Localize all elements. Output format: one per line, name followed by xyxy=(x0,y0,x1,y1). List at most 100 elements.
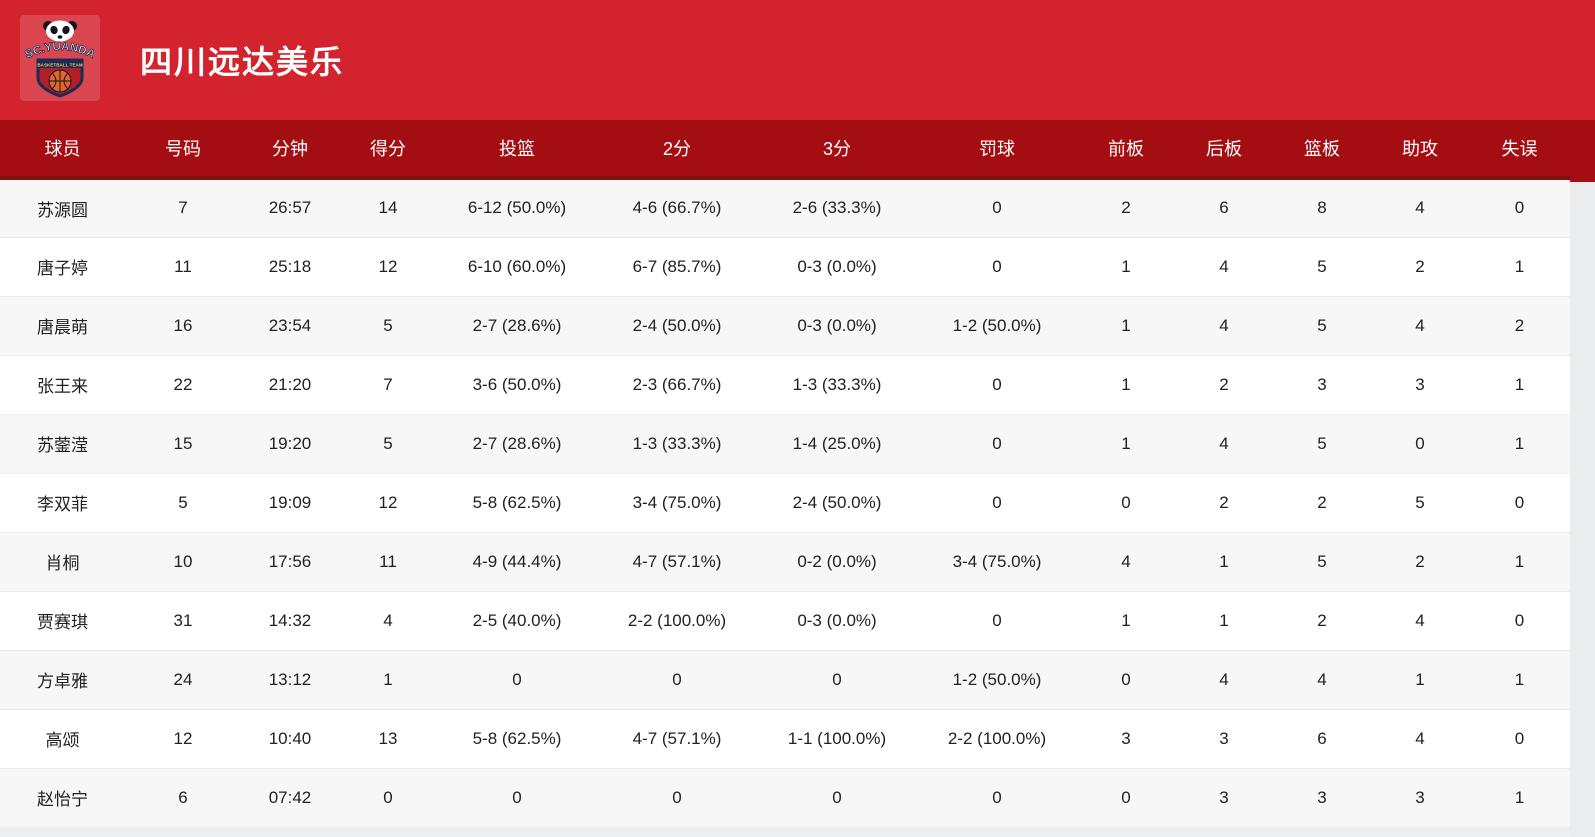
stat-cell: 12 xyxy=(125,709,241,769)
table-row: 李双菲 5 19:09 12 5-8 (62.5%) 3-4 (75.0%) 2-4 (50… xyxy=(0,473,1570,533)
stat-cell: 4 xyxy=(1175,650,1273,710)
stat-cell: 0-3 (0.0%) xyxy=(757,296,917,356)
stat-cell: 2 xyxy=(1175,355,1273,415)
table-row: 赵怡宁 6 07:42 0 0 0 0 0 0 3 3 3 1 xyxy=(0,768,1570,828)
stat-cell: 3 xyxy=(1273,768,1371,828)
stat-cell: 1 xyxy=(339,650,437,710)
stat-cell: 0 xyxy=(1077,768,1175,828)
scroll-gutter xyxy=(1570,182,1595,837)
stat-cell: 3 xyxy=(1175,709,1273,769)
stat-cell: 2 xyxy=(1175,473,1273,533)
stat-cell: 5 xyxy=(1273,237,1371,297)
team-logo-emblem: SC.YUANDA BASKETBALL TEAM xyxy=(24,20,96,98)
stat-cell: 14 xyxy=(339,178,437,238)
stat-cell: 2-7 (28.6%) xyxy=(437,414,597,474)
player-name-cell: 方卓雅 xyxy=(0,650,125,710)
stat-cell: 0 xyxy=(917,178,1077,238)
stat-cell: 0 xyxy=(597,768,757,828)
header-row: 球员 号码 分钟 得分 投篮 2分 3分 罚球 前板 后板 篮板 助攻 失误 xyxy=(0,120,1570,178)
column-header: 罚球 xyxy=(917,120,1077,178)
stat-cell: 2-4 (50.0%) xyxy=(597,296,757,356)
stat-cell: 31 xyxy=(125,591,241,651)
stat-cell: 4 xyxy=(1175,296,1273,356)
stat-cell: 0-3 (0.0%) xyxy=(757,237,917,297)
stat-cell: 2 xyxy=(1273,473,1371,533)
table-row: 苏源圆 7 26:57 14 6-12 (50.0%) 4-6 (66.7%) 2-6 (3… xyxy=(0,178,1570,238)
stat-cell: 4 xyxy=(1371,709,1469,769)
stat-cell: 07:42 xyxy=(241,768,339,828)
player-name-cell: 唐晨萌 xyxy=(0,296,125,356)
stat-cell: 5 xyxy=(1273,296,1371,356)
stat-cell: 24 xyxy=(125,650,241,710)
stat-cell: 6 xyxy=(1175,178,1273,238)
stat-cell: 0 xyxy=(1077,473,1175,533)
stat-cell: 1 xyxy=(1469,768,1570,828)
stat-cell: 0 xyxy=(1371,414,1469,474)
column-header: 球员 xyxy=(0,120,125,178)
stat-cell: 2-6 (33.3%) xyxy=(757,178,917,238)
stat-cell: 1 xyxy=(1371,650,1469,710)
stat-cell: 2 xyxy=(1273,591,1371,651)
stat-cell: 1-3 (33.3%) xyxy=(757,355,917,415)
column-header: 助攻 xyxy=(1371,120,1469,178)
stat-cell: 3 xyxy=(1175,768,1273,828)
team-name: 四川远达美乐 xyxy=(140,44,345,80)
stat-cell: 3-4 (75.0%) xyxy=(597,473,757,533)
stat-cell: 0 xyxy=(757,768,917,828)
stat-cell: 4-9 (44.4%) xyxy=(437,532,597,592)
stat-cell: 0 xyxy=(917,591,1077,651)
stat-cell: 6 xyxy=(125,768,241,828)
stat-cell: 0 xyxy=(1077,650,1175,710)
stat-cell: 5 xyxy=(1371,473,1469,533)
stat-cell: 1 xyxy=(1077,591,1175,651)
stat-cell: 10:40 xyxy=(241,709,339,769)
column-header: 投篮 xyxy=(437,120,597,178)
stat-cell: 2 xyxy=(1371,237,1469,297)
stat-cell: 1 xyxy=(1469,650,1570,710)
stat-cell: 4-6 (66.7%) xyxy=(597,178,757,238)
stat-cell: 4 xyxy=(1273,650,1371,710)
stat-cell: 0 xyxy=(1469,178,1570,238)
column-header: 2分 xyxy=(597,120,757,178)
stat-cell: 8 xyxy=(1273,178,1371,238)
stat-cell: 3-4 (75.0%) xyxy=(917,532,1077,592)
stat-cell: 12 xyxy=(339,237,437,297)
column-header: 后板 xyxy=(1175,120,1273,178)
stat-cell: 2 xyxy=(1077,178,1175,238)
stat-cell: 21:20 xyxy=(241,355,339,415)
stat-cell: 0 xyxy=(437,768,597,828)
stat-cell: 5-8 (62.5%) xyxy=(437,709,597,769)
stat-cell: 3 xyxy=(1077,709,1175,769)
stat-cell: 2-4 (50.0%) xyxy=(757,473,917,533)
stat-cell: 4 xyxy=(1371,178,1469,238)
stat-cell: 11 xyxy=(339,532,437,592)
table-row: 唐晨萌 16 23:54 5 2-7 (28.6%) 2-4 (50.0%) 0-3 (0.… xyxy=(0,296,1570,356)
stat-cell: 16 xyxy=(125,296,241,356)
table-row: 贾赛琪 31 14:32 4 2-5 (40.0%) 2-2 (100.0%) 0-3 (0… xyxy=(0,591,1570,651)
table-row: 苏蓥滢 15 19:20 5 2-7 (28.6%) 1-3 (33.3%) 1-4 (25… xyxy=(0,414,1570,474)
app-header: SC.YUANDA BASKETBALL TEAM 四川远达美乐 xyxy=(0,0,1595,120)
stat-cell: 4 xyxy=(1371,296,1469,356)
stat-cell: 5 xyxy=(339,296,437,356)
stat-cell: 1 xyxy=(1077,355,1175,415)
stat-cell: 4 xyxy=(1175,237,1273,297)
column-header: 失误 xyxy=(1469,120,1570,178)
stat-cell: 17:56 xyxy=(241,532,339,592)
stat-cell: 1 xyxy=(1469,414,1570,474)
stat-cell: 3-6 (50.0%) xyxy=(437,355,597,415)
stat-cell: 0 xyxy=(437,650,597,710)
column-header: 号码 xyxy=(125,120,241,178)
stat-cell: 1 xyxy=(1077,414,1175,474)
stat-cell: 1 xyxy=(1175,591,1273,651)
stat-cell: 4 xyxy=(1371,591,1469,651)
stat-cell: 1 xyxy=(1469,355,1570,415)
stat-cell: 0 xyxy=(917,237,1077,297)
stat-cell: 0 xyxy=(1469,591,1570,651)
stat-cell: 12 xyxy=(339,473,437,533)
stat-cell: 26:57 xyxy=(241,178,339,238)
stat-cell: 0-3 (0.0%) xyxy=(757,591,917,651)
player-name-cell: 苏蓥滢 xyxy=(0,414,125,474)
player-name-cell: 张王来 xyxy=(0,355,125,415)
stat-cell: 3 xyxy=(1371,355,1469,415)
team-logo: SC.YUANDA BASKETBALL TEAM xyxy=(20,15,100,101)
